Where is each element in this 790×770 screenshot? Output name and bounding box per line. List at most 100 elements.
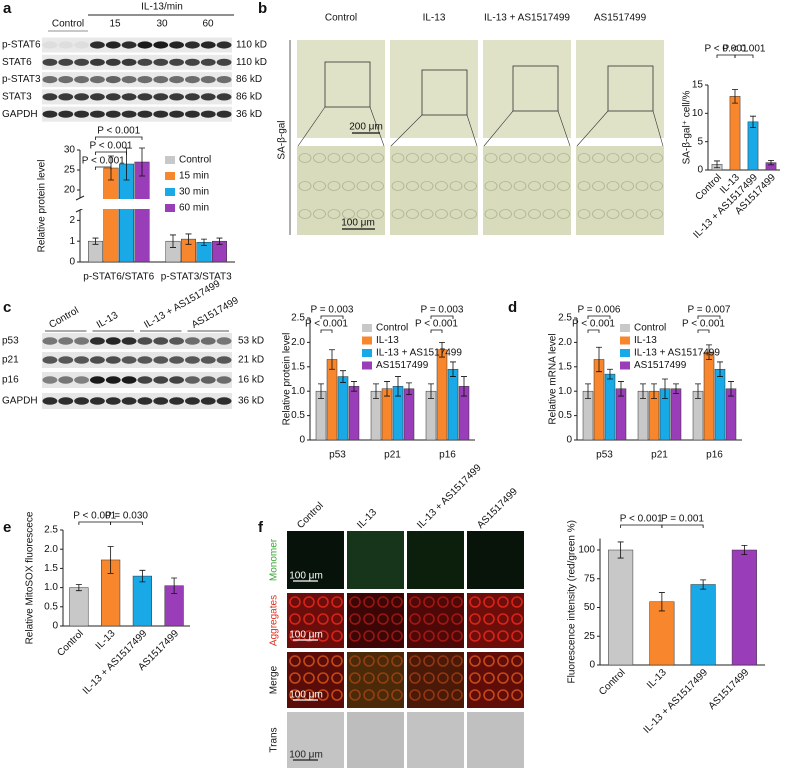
cell: [409, 596, 421, 608]
significance-bracket: [320, 315, 344, 319]
cell: [371, 181, 384, 191]
cell: [469, 689, 481, 701]
cell: [557, 209, 570, 219]
micrograph: [347, 712, 404, 768]
cell: [349, 630, 361, 642]
cell: [391, 613, 403, 625]
cell: [469, 655, 481, 667]
panel-letter: d: [508, 299, 517, 316]
blot-band: [200, 76, 216, 84]
blot-band: [185, 376, 200, 384]
blot-size: 110 kD: [236, 57, 267, 68]
error-bar: [75, 584, 82, 592]
x-tick-label: p21: [651, 450, 668, 461]
cell: [377, 672, 389, 684]
significance-bracket: [110, 521, 143, 525]
error-bar: [139, 147, 145, 177]
blot-size: 53 kD: [238, 336, 264, 347]
blot-band: [90, 93, 105, 101]
cell: [423, 655, 435, 667]
cell: [317, 596, 329, 608]
blot-strip: [42, 372, 232, 388]
bar: [103, 167, 119, 263]
cell: [420, 153, 434, 163]
blot-band: [105, 76, 121, 84]
zoom-line: [652, 110, 664, 147]
micrograph: [407, 593, 464, 648]
error-bar: [651, 383, 657, 399]
zoom-line: [483, 110, 514, 147]
blot-band: [200, 93, 216, 101]
bar: [337, 376, 349, 441]
blot-band: [216, 376, 232, 384]
significance-bracket: [587, 315, 611, 319]
column-title: AS1517499: [475, 486, 520, 531]
cell: [511, 689, 523, 701]
bar: [447, 368, 459, 441]
cell: [484, 153, 498, 163]
cell: [484, 209, 498, 219]
cell: [451, 672, 463, 684]
cell: [464, 181, 477, 191]
cell: [423, 613, 435, 625]
blot-row-label: GAPDH: [2, 396, 38, 407]
cell: [542, 153, 556, 163]
blot-band: [169, 356, 184, 364]
blot-band: [200, 41, 216, 49]
blot-band: [153, 337, 169, 345]
annotation: P = 0.001: [661, 514, 704, 525]
micrograph: [297, 146, 385, 235]
annotation: P < 0.001: [73, 511, 116, 522]
bar: [690, 584, 716, 666]
error-bar: [596, 346, 602, 373]
cell: [391, 655, 403, 667]
legend-swatch: [620, 336, 630, 345]
blot-band: [74, 58, 90, 66]
cell: [577, 153, 591, 163]
cell: [592, 181, 605, 191]
legend-swatch: [165, 156, 175, 164]
legend-swatch: [165, 188, 175, 196]
bar: [703, 351, 715, 441]
axis-gap: [81, 199, 236, 209]
x-tick-label: Control: [55, 628, 86, 659]
cell: [363, 689, 375, 701]
blot-lane-label: 60: [202, 19, 214, 30]
blot-band: [90, 110, 105, 118]
cell: [513, 209, 527, 219]
error-bar: [714, 160, 720, 169]
row-label: SA-β-gal: [277, 120, 288, 159]
cell: [469, 596, 481, 608]
error-bar: [351, 381, 357, 392]
blot-band: [137, 397, 153, 405]
significance-bracket: [587, 329, 600, 333]
blot-band: [121, 356, 137, 364]
cell: [409, 689, 421, 701]
blot-band: [74, 397, 90, 405]
micrograph: [576, 40, 664, 138]
y-tick-label: 0: [69, 257, 75, 268]
cell: [327, 209, 341, 219]
blot-band: [216, 356, 232, 364]
cell: [528, 209, 541, 219]
cell: [483, 689, 495, 701]
blot-size: 36 kD: [236, 109, 262, 120]
cell: [377, 655, 389, 667]
significance-bracket: [697, 329, 710, 333]
scale-label: 100 μm: [289, 571, 323, 582]
cell: [356, 153, 370, 163]
panel-letter: f: [258, 519, 264, 536]
zoom-line: [297, 106, 326, 147]
error-bar: [617, 541, 624, 559]
cell: [303, 672, 315, 684]
annotation: P < 0.001: [572, 319, 615, 330]
blot-size: 86 kD: [236, 92, 262, 103]
cell: [303, 613, 315, 625]
y-tick-label: 5: [697, 136, 703, 147]
cell: [449, 181, 463, 191]
x-tick-label: p53: [596, 450, 613, 461]
cell: [557, 153, 570, 163]
blot-band: [105, 356, 121, 364]
inset-box: [512, 65, 559, 112]
blot-band: [153, 58, 169, 66]
